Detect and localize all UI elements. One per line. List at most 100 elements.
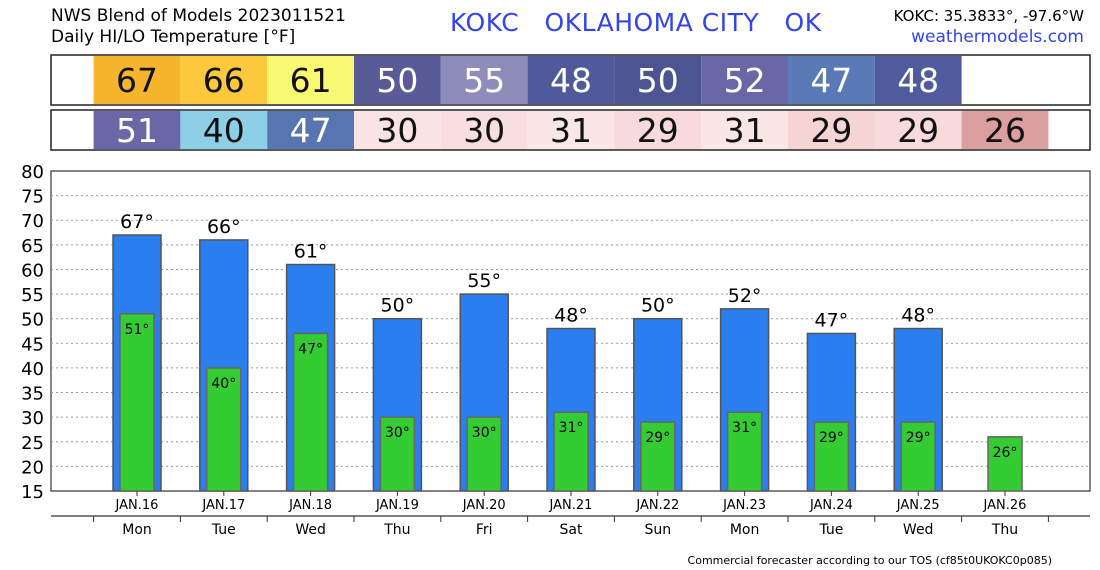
x-tick-label: JAN.25 [896,498,940,513]
lo-cell-value: 31 [550,111,592,150]
hi-cell [874,56,962,104]
station-coords: KOKC: 35.3833°, -97.6°W [893,7,1084,25]
lo-bar-label: 31° [732,420,757,436]
lo-cell-value: 31 [724,111,766,150]
x-tick-label: JAN.20 [462,498,506,513]
lo-cell [267,111,354,149]
x-tick-label: JAN.24 [809,498,853,513]
y-tick-label: 65 [21,236,44,257]
lo-cell [354,111,441,149]
y-tick-label: 75 [21,187,44,208]
x-tick-label: JAN.21 [549,498,593,513]
lo-bar [987,436,1023,492]
hi-bar-label: 47° [815,309,849,331]
x-weekday-label: Sat [560,522,583,538]
title-line-1: NWS Blend of Models 2023011521 [51,6,346,26]
site-link[interactable]: weathermodels.com [911,27,1084,47]
x-weekday-label: Thu [383,522,410,538]
hi-cell [180,56,268,104]
lo-bar [813,421,850,492]
lo-bar [206,367,242,492]
y-tick-label: 50 [21,310,44,331]
y-tick-label: 25 [21,433,44,454]
y-tick-label: 30 [21,408,44,429]
x-weekday-label: Tue [211,522,236,538]
y-tick-label: 80 [21,162,44,183]
x-tick-label: JAN.18 [288,498,332,513]
lo-bar-label: 47° [298,341,323,357]
lo-bar-label: 29° [819,430,844,446]
lo-cell-value: 51 [116,111,158,150]
lo-bar [119,313,155,492]
hi-cell-value: 48 [550,61,592,100]
hi-cell [267,56,354,104]
lo-bar [900,421,936,492]
hi-cell-value: 55 [463,61,505,100]
lo-bar-label: 29° [645,430,670,446]
hi-cell-value: 50 [376,61,418,100]
x-tick-label: JAN.19 [375,498,419,513]
hi-cell-value: 47 [810,61,852,100]
x-tick-label: JAN.26 [983,498,1027,513]
hi-bar-label: 66° [207,216,241,238]
hi-bar-label: 48° [901,305,935,327]
lo-bar-label: 51° [125,322,150,338]
lo-bar [726,411,763,492]
hi-cell [93,56,181,104]
x-weekday-label: Fri [476,522,493,538]
hi-cell-value: 50 [637,61,679,100]
lo-cell-value: 26 [984,111,1026,150]
lo-bar-label: 30° [472,425,497,441]
lo-cell-value: 47 [290,111,332,150]
lo-bar-label: 30° [385,425,410,441]
hi-cell [354,56,441,104]
lo-cell [874,111,962,149]
x-tick-label: JAN.22 [635,498,679,513]
lo-cell [788,111,875,149]
hi-bar-label: 52° [728,285,762,307]
hi-bar-label: 67° [120,211,154,233]
lo-cell-value: 29 [637,111,679,150]
hi-cell-value: 67 [116,61,158,100]
y-tick-label: 60 [21,260,44,281]
y-tick-label: 45 [21,334,44,355]
station-info: KOKC: 35.3833°, -97.6°W weathermodels.co… [894,6,1084,48]
title-line-2: Daily HI/LO Temperature [°F] [51,27,296,47]
hi-cell [788,56,875,104]
y-tick-label: 35 [21,384,44,405]
lo-cell-value: 30 [376,111,418,150]
lo-bar-label: 40° [211,376,236,392]
lo-bar-label: 29° [906,430,931,446]
lo-cell [93,111,181,149]
hi-bar-label: 61° [294,241,328,263]
x-weekday-label: Wed [295,522,326,538]
x-weekday-label: Mon [730,522,760,538]
y-tick-label: 20 [21,457,44,478]
hi-cell-value: 48 [897,61,939,100]
lo-bar [640,421,676,492]
hi-bar-label: 55° [467,270,501,292]
x-weekday-label: Tue [818,522,843,538]
x-tick-label: JAN.23 [722,498,766,513]
lo-cell-value: 40 [203,111,245,150]
y-tick-label: 55 [21,285,44,306]
chart-title: NWS Blend of Models 2023011521 Daily HI/… [51,6,346,48]
y-tick-label: 70 [21,211,44,232]
lo-cell-value: 29 [810,111,852,150]
y-tick-label: 15 [21,482,44,503]
lo-cell [180,111,268,149]
footer-note: Commercial forecaster according to our T… [687,554,1052,567]
hi-cell [614,56,702,104]
lo-bar-label: 31° [559,420,584,436]
hi-bar-label: 48° [554,305,588,327]
lo-bar [379,416,416,492]
x-weekday-label: Sun [644,522,671,538]
y-tick-label: 40 [21,359,44,380]
x-tick-label: JAN.16 [115,498,159,513]
lo-cell [701,111,788,149]
hi-cell [701,56,788,104]
hi-bar-label: 50° [641,295,675,317]
lo-cell-value: 29 [897,111,939,150]
x-tick-label: JAN.17 [201,498,245,513]
